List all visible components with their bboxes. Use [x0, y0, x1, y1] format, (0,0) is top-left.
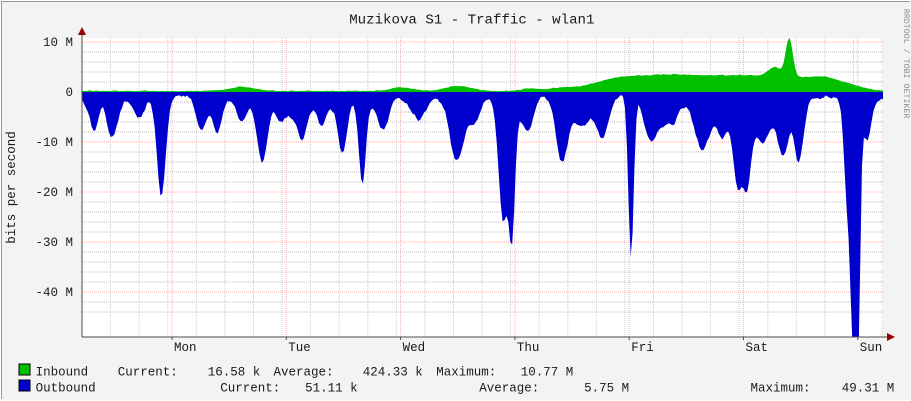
svg-text:10.77 M: 10.77 M	[521, 366, 574, 380]
svg-text:Fri: Fri	[631, 341, 654, 355]
svg-text:Current:: Current:	[220, 382, 280, 396]
svg-text:Tue: Tue	[288, 341, 311, 355]
svg-text:-10 M: -10 M	[35, 136, 73, 150]
svg-text:Sat: Sat	[746, 341, 769, 355]
svg-text:49.31 M: 49.31 M	[842, 382, 895, 396]
svg-text:Average:: Average:	[274, 366, 334, 380]
svg-text:16.58 k: 16.58 k	[208, 366, 261, 380]
svg-text:-40 M: -40 M	[35, 286, 73, 300]
svg-text:424.33 k: 424.33 k	[363, 366, 423, 380]
svg-text:-30 M: -30 M	[35, 236, 73, 250]
svg-text:Mon: Mon	[174, 341, 197, 355]
svg-text:Maximum:: Maximum:	[436, 366, 496, 380]
svg-text:Inbound: Inbound	[36, 366, 89, 380]
svg-text:51.11 k: 51.11 k	[305, 382, 358, 396]
svg-text:Wed: Wed	[403, 341, 426, 355]
svg-text:Current:: Current:	[118, 366, 178, 380]
svg-text:-20 M: -20 M	[35, 186, 73, 200]
svg-text:Thu: Thu	[517, 341, 540, 355]
svg-text:10 M: 10 M	[43, 36, 73, 50]
svg-text:Maximum:: Maximum:	[751, 382, 811, 396]
svg-text:bits per second: bits per second	[5, 131, 19, 244]
svg-text:Sun: Sun	[860, 341, 883, 355]
svg-text:0: 0	[65, 86, 73, 100]
svg-text:Average:: Average:	[479, 382, 539, 396]
svg-text:Muzikova S1 - Traffic - wlan1: Muzikova S1 - Traffic - wlan1	[349, 12, 594, 28]
svg-text:RRDTOOL / TOBI OETIKER: RRDTOOL / TOBI OETIKER	[901, 9, 911, 119]
svg-text:Outbound: Outbound	[36, 382, 96, 396]
svg-text:5.75 M: 5.75 M	[584, 382, 629, 396]
